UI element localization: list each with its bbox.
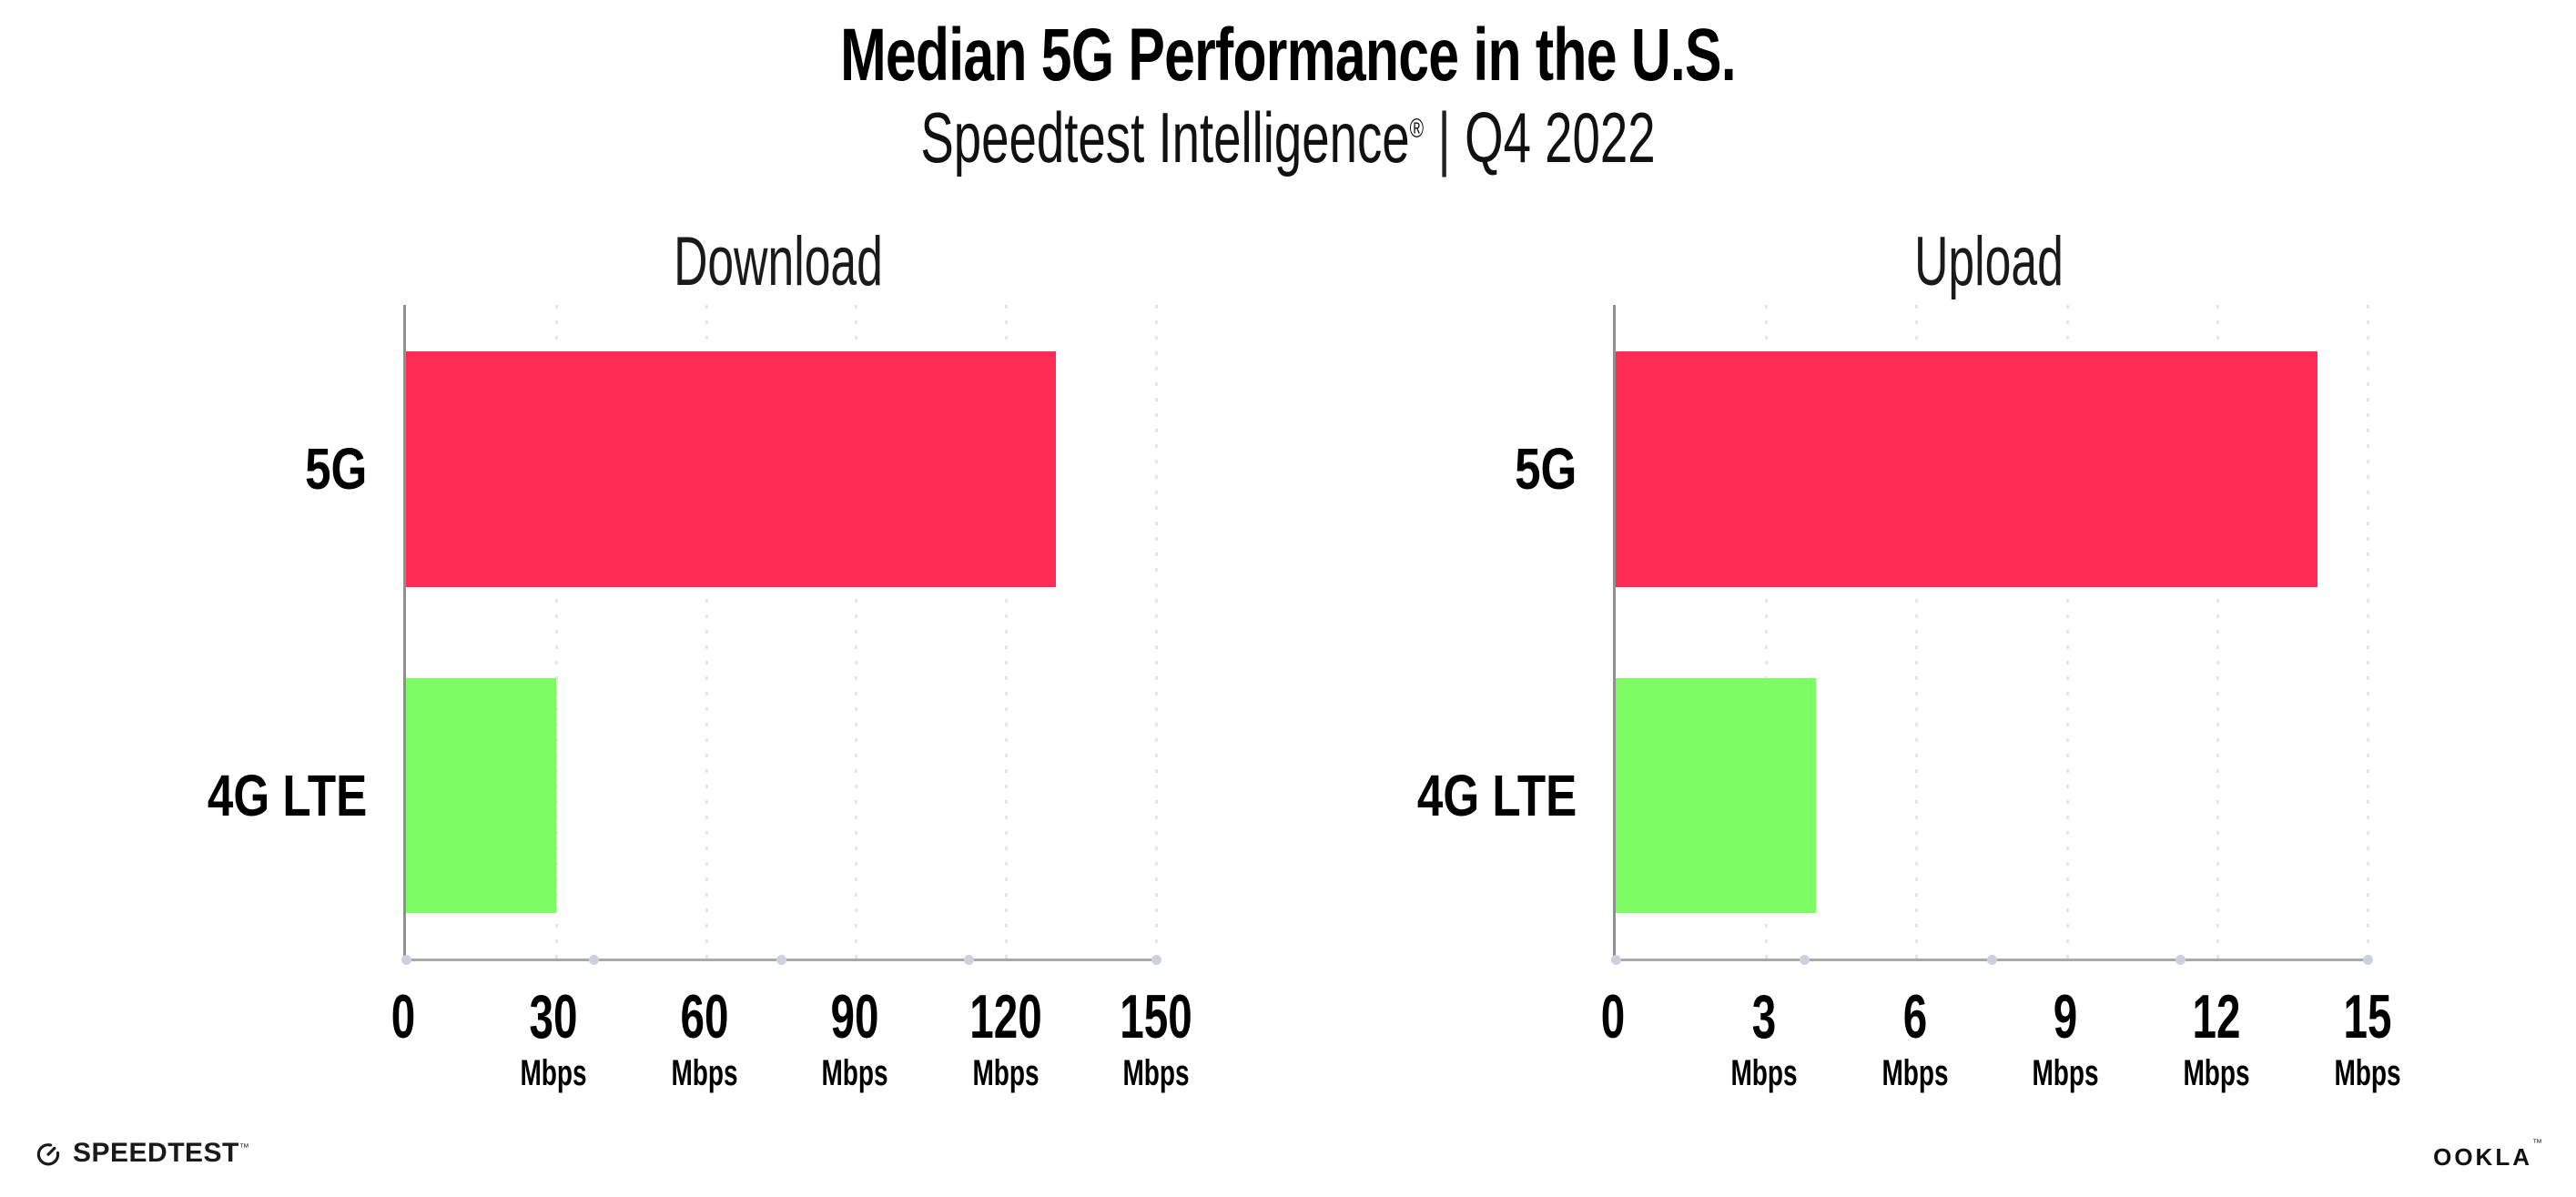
axis-baseline-dot	[2363, 955, 2373, 965]
ookla-logo: OOKLA™	[2433, 1138, 2545, 1172]
xtick-unit: Mbps	[2032, 1053, 2099, 1093]
upload-plot-area	[1611, 305, 2373, 965]
xtick-value: 0	[1600, 982, 1626, 1051]
axis-baseline-dot	[964, 955, 974, 965]
download-plot-area	[401, 305, 1161, 965]
speedtest-trademark: ™	[238, 1142, 249, 1153]
xtick-value: 9	[2054, 982, 2078, 1051]
download-bar-5g	[406, 351, 1057, 587]
axis-baseline-dot	[401, 955, 411, 965]
download-chart-title: Download	[674, 223, 883, 300]
xtick-unit: Mbps	[671, 1053, 738, 1093]
gridline-150	[1155, 305, 1158, 959]
speedtest-wordmark: SPEEDTEST	[73, 1138, 239, 1168]
upload-bar-5g	[1616, 351, 2317, 587]
upload-chart-title: Upload	[1914, 223, 2064, 300]
category-label-5g: 5G	[1514, 436, 1577, 502]
xtick-90: 90 Mbps	[821, 982, 888, 1093]
xtick-value: 150	[1120, 982, 1192, 1051]
xtick-0: 0	[390, 982, 416, 1051]
subtitle-separator: |	[1437, 97, 1451, 178]
xtick-unit: Mbps	[2334, 1053, 2401, 1093]
upload-bar-4g-lte	[1616, 678, 1817, 913]
xtick-value: 120	[969, 982, 1042, 1051]
xtick-value: 30	[529, 982, 578, 1051]
xtick-value: 3	[1751, 982, 1777, 1051]
xtick-150: 150 Mbps	[1120, 982, 1192, 1093]
xtick-unit: Mbps	[1881, 1053, 1949, 1093]
subtitle-period: Q4 2022	[1465, 97, 1656, 178]
xtick-60: 60 Mbps	[671, 982, 738, 1093]
axis-baseline-dot	[1987, 955, 1997, 965]
xtick-15: 15 Mbps	[2334, 982, 2401, 1093]
xtick-12: 12 Mbps	[2183, 982, 2250, 1093]
xtick-unit: Mbps	[821, 1053, 888, 1093]
axis-baseline-dot	[776, 955, 786, 965]
xtick-6: 6 Mbps	[1881, 982, 1949, 1093]
axis-baseline-dot	[1799, 955, 1810, 965]
subtitle-brand: Speedtest Intelligence	[920, 97, 1410, 178]
xtick-value: 60	[680, 982, 729, 1051]
gridline-30	[554, 305, 558, 959]
axis-baseline-dot	[589, 955, 599, 965]
gridline-60	[705, 305, 708, 959]
gridline-9	[2065, 305, 2069, 959]
xtick-value: 0	[390, 982, 416, 1051]
gridline-3	[1765, 305, 1769, 959]
xtick-value: 12	[2192, 982, 2241, 1051]
page-subtitle: Speedtest Intelligence® | Q4 2022	[387, 96, 2190, 179]
speedtest-gauge-icon	[36, 1143, 60, 1166]
category-label-4g-lte: 4G LTE	[207, 763, 367, 828]
axis-baseline-dot	[1151, 955, 1161, 965]
gridline-90	[855, 305, 858, 959]
xtick-value: 6	[1902, 982, 1927, 1051]
gridline-15	[2367, 305, 2369, 959]
xtick-unit: Mbps	[2183, 1053, 2250, 1093]
category-label-5g: 5G	[304, 436, 367, 502]
xtick-30: 30 Mbps	[520, 982, 587, 1093]
gridline-12	[2216, 305, 2219, 959]
registered-trademark-icon: ®	[1409, 114, 1425, 144]
xtick-unit: Mbps	[972, 1053, 1040, 1093]
xtick-3: 3 Mbps	[1730, 982, 1798, 1093]
ookla-trademark: ™	[2532, 1138, 2545, 1149]
category-label-4g-lte: 4G LTE	[1416, 763, 1577, 828]
axis-baseline-dot	[1611, 955, 1621, 965]
xtick-9: 9 Mbps	[2032, 982, 2099, 1093]
xtick-unit: Mbps	[1122, 1053, 1190, 1093]
download-bar-4g-lte	[406, 678, 556, 913]
xtick-unit: Mbps	[1730, 1053, 1798, 1093]
page-title: Median 5G Performance in the U.S.	[840, 14, 1737, 96]
xtick-value: 90	[830, 982, 879, 1051]
xtick-0: 0	[1600, 982, 1626, 1051]
gridline-6	[1915, 305, 1919, 959]
xtick-unit: Mbps	[520, 1053, 587, 1093]
xtick-120: 120 Mbps	[969, 982, 1042, 1093]
upload-chart: Upload 5G 4G LTE 0 3 Mbps 6 Mbps 9 Mbps 12 Mbps 15 M…	[1288, 218, 2576, 1120]
speedtest-logo: SPEEDTEST ™	[35, 1138, 249, 1169]
xtick-value: 15	[2343, 982, 2392, 1051]
ookla-wordmark: OOKLA	[2433, 1143, 2532, 1171]
gridline-120	[1005, 305, 1009, 959]
download-chart: Download 5G 4G LTE 0 30 Mbps 60 Mbps 90 Mbps 120 M…	[0, 218, 1288, 1120]
axis-baseline-dot	[2175, 955, 2186, 965]
